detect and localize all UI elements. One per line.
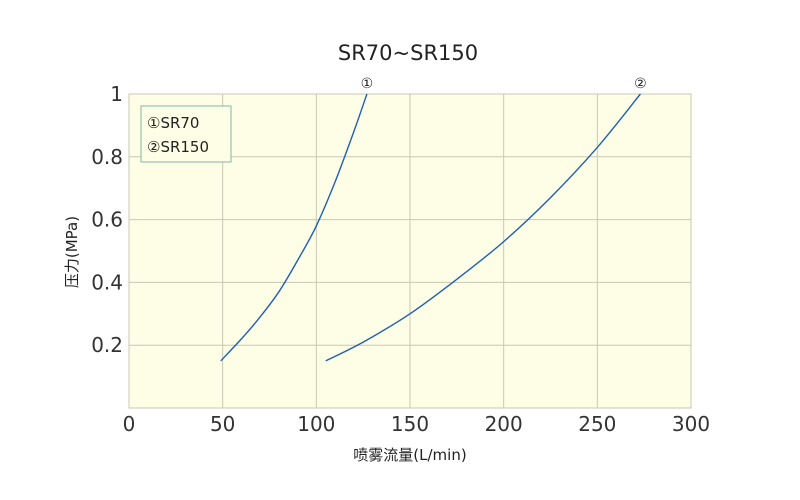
legend-item-2: ②SR150 [147, 138, 209, 156]
y-tick-label: 0.4 [91, 270, 123, 294]
x-tick-label: 250 [578, 412, 616, 436]
series-line-2 [325, 93, 641, 362]
ticks: 0 50 100 150 200 250 300 0.2 0.4 0.6 0.8 1 [91, 82, 710, 436]
series-end-label-2: ② [634, 76, 647, 92]
x-tick-label: 300 [672, 412, 710, 436]
x-tick-label: 200 [485, 412, 523, 436]
chart-title: SR70~SR150 [338, 41, 478, 65]
y-axis-label: 压力(MPa) [63, 216, 81, 288]
x-axis-label: 喷雾流量(L/min) [353, 446, 466, 464]
legend: ①SR70 ②SR150 [140, 105, 232, 163]
x-tick-label: 150 [391, 412, 429, 436]
series-end-label-1: ① [361, 76, 374, 92]
y-tick-label: 0.8 [91, 145, 123, 169]
y-tick-label: 0.6 [91, 208, 123, 232]
series-line-1 [220, 93, 368, 362]
legend-item-1: ①SR70 [147, 114, 199, 132]
y-tick-label: 1 [110, 82, 123, 106]
x-tick-label: 0 [123, 412, 136, 436]
x-tick-label: 50 [210, 412, 235, 436]
legend-box [140, 105, 232, 163]
y-tick-label: 0.2 [91, 333, 123, 357]
x-tick-label: 100 [297, 412, 335, 436]
